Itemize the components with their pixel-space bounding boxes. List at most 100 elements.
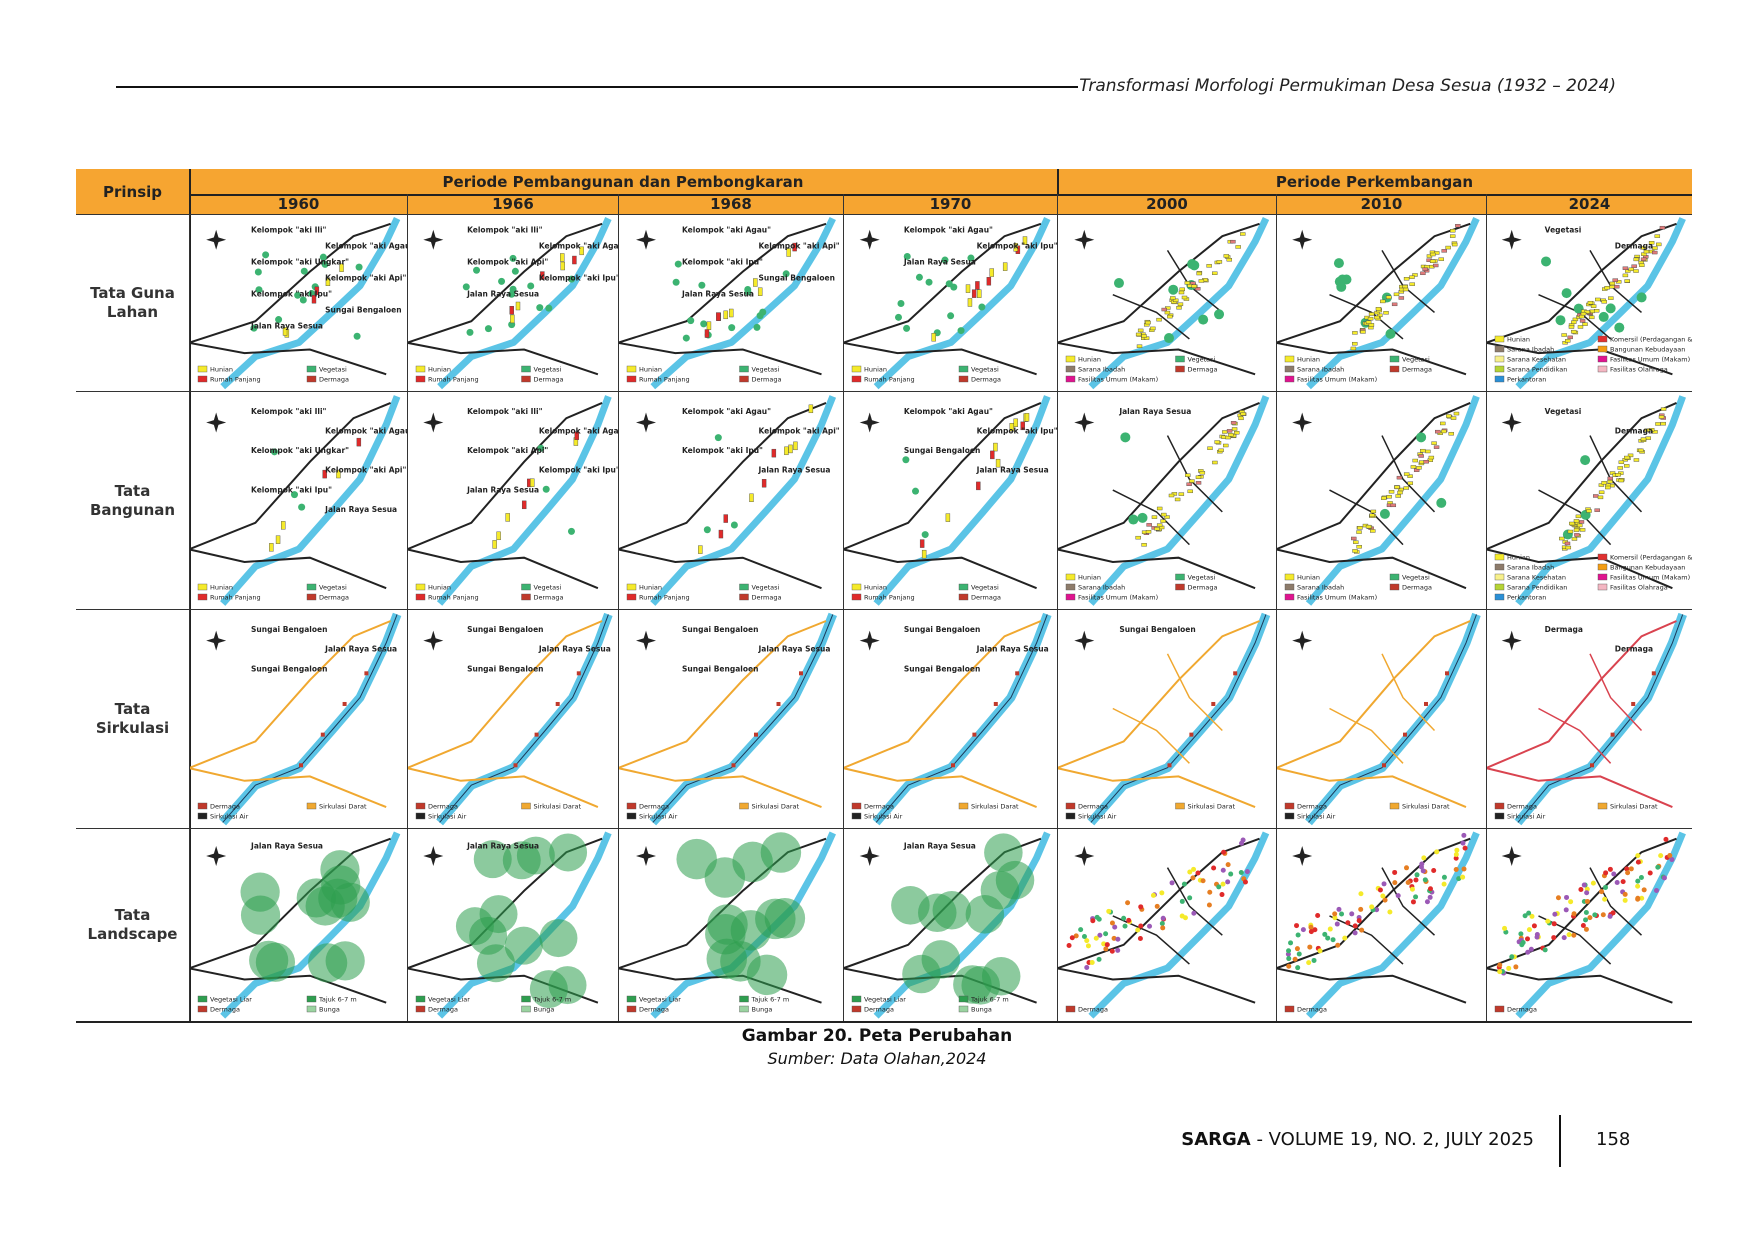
- water-route: [875, 614, 1048, 823]
- map-label: Kelompok "aki Ili": [251, 407, 326, 416]
- legend-swatch: [415, 583, 426, 591]
- vegetation: [1379, 508, 1390, 519]
- vegetation: [511, 267, 519, 275]
- plant: [1509, 954, 1515, 960]
- building: [1429, 259, 1436, 264]
- road: [1466, 762, 1673, 809]
- vegetation: [462, 283, 470, 291]
- plant: [1225, 862, 1231, 868]
- building: [718, 529, 724, 539]
- river: [1088, 217, 1270, 390]
- map-label: Kelompok "aki Ipu": [539, 466, 619, 475]
- vegetation: [299, 296, 307, 304]
- road: [1276, 222, 1471, 344]
- jetty: [1211, 701, 1216, 706]
- plant: [1122, 923, 1128, 929]
- legend-swatch: [958, 995, 969, 1003]
- legend-swatch: [626, 365, 637, 373]
- plant: [1654, 887, 1660, 893]
- building: [761, 479, 767, 488]
- building: [1156, 506, 1163, 511]
- jetty: [1610, 732, 1615, 737]
- vegetation: [903, 252, 911, 260]
- legend-swatch: [958, 583, 969, 591]
- plant: [1600, 912, 1606, 918]
- plant: [1339, 911, 1345, 917]
- tree-canopy: [516, 836, 555, 875]
- building: [1383, 311, 1389, 315]
- compass: [206, 419, 227, 426]
- legend-swatch: [415, 593, 426, 601]
- building: [1652, 430, 1658, 434]
- plant: [1296, 951, 1302, 957]
- building: [1450, 416, 1457, 420]
- legend-label: Dermaga: [1078, 803, 1108, 811]
- legend-swatch: [415, 812, 426, 820]
- plant: [1211, 865, 1217, 871]
- legend-swatch: [626, 995, 637, 1003]
- plant: [1137, 936, 1143, 942]
- building: [1164, 310, 1171, 315]
- legend-label: Sarana Ibadah: [1297, 584, 1344, 592]
- plant: [1528, 946, 1534, 952]
- vegetation: [714, 434, 722, 442]
- building: [1420, 448, 1426, 453]
- map-label: Sungai Bengaloen: [1119, 625, 1195, 634]
- building: [1564, 541, 1571, 546]
- legend-label: Dermaga: [1402, 366, 1432, 374]
- building: [986, 277, 992, 286]
- plant: [1526, 910, 1532, 916]
- legend-label: Sirkulasi Darat: [1402, 803, 1450, 811]
- year-header: 1970: [843, 194, 1057, 214]
- compass: [636, 853, 656, 860]
- map-label: Kelompok "aki Api": [467, 258, 548, 267]
- plant: [1635, 853, 1641, 859]
- map-cell: Sungai Bengaloen Jalan Raya Sesua Sungai B…: [822, 609, 1057, 828]
- plant: [1325, 935, 1331, 941]
- vegetation: [300, 267, 308, 275]
- building: [1370, 509, 1377, 514]
- building: [1185, 473, 1191, 477]
- map-label: Sungai Bengaloen: [251, 664, 327, 673]
- legend-label: Dermaga: [1078, 1006, 1108, 1014]
- compass: [859, 236, 880, 243]
- map-cell: Dermaga: [1035, 828, 1276, 1021]
- plant: [1460, 840, 1466, 846]
- compass: [423, 419, 444, 426]
- building: [1403, 472, 1410, 476]
- jetty: [1590, 763, 1594, 768]
- building: [1648, 241, 1655, 245]
- building: [1432, 263, 1439, 268]
- plant: [1327, 926, 1333, 932]
- legend-swatch: [1389, 573, 1400, 581]
- vegetation: [255, 286, 263, 294]
- plant: [1358, 906, 1364, 912]
- building: [1136, 344, 1143, 348]
- plant: [1602, 896, 1608, 902]
- building: [1189, 479, 1195, 483]
- road: [168, 337, 387, 376]
- building: [1431, 441, 1437, 445]
- vegetation: [897, 300, 905, 308]
- plant: [1078, 927, 1084, 933]
- building: [1622, 266, 1629, 270]
- vegetation: [542, 485, 550, 493]
- legend-label: Vegetasi: [534, 584, 562, 592]
- header-band: [76, 169, 1692, 214]
- vegetation: [250, 324, 258, 332]
- legend-swatch: [958, 802, 969, 810]
- plant: [1150, 892, 1156, 898]
- tree-canopy: [953, 965, 992, 1004]
- plant: [1380, 893, 1386, 899]
- building: [1623, 464, 1630, 468]
- legend-label: Sirkulasi Air: [1078, 813, 1117, 821]
- jetty: [1167, 763, 1172, 768]
- legend-label: Tajuk 6-7 m: [318, 996, 357, 1004]
- map-label: Sungai Bengaloen: [759, 273, 835, 282]
- building: [1423, 460, 1429, 464]
- map-cell: Kelompok "aki Ili" Kelompok "aki Agau" Kel…: [386, 214, 628, 391]
- year-header: 1968: [618, 194, 843, 214]
- legend-label: Hunian: [210, 584, 233, 592]
- building: [1640, 257, 1647, 261]
